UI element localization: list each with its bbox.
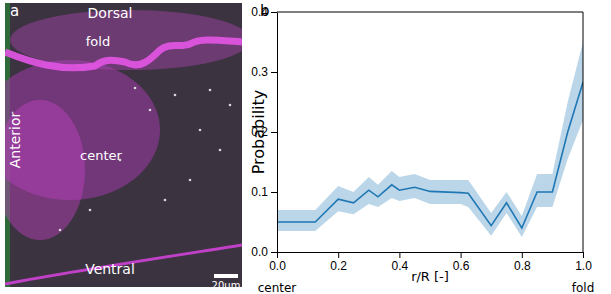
x-tick: 1.0 <box>575 252 592 273</box>
y-axis-title: Probability <box>249 90 268 175</box>
speckle <box>199 129 202 132</box>
speckle <box>189 179 192 182</box>
x-tick-mark <box>338 252 339 258</box>
annotation: center <box>80 148 122 163</box>
x-tick-mark <box>399 252 400 258</box>
image-content <box>5 3 242 287</box>
y-tick: 0.0 <box>251 245 277 259</box>
speckle <box>219 149 222 152</box>
annotation: fold <box>86 34 110 49</box>
y-tick: 0.1 <box>251 185 277 199</box>
plot-panel: 0.00.20.40.60.81.00.00.10.20.30.4br/R [-… <box>249 2 594 294</box>
right-spine <box>583 12 584 252</box>
y-tick: 0.3 <box>251 65 277 79</box>
speckle <box>164 199 167 202</box>
speckle <box>89 209 92 212</box>
annotation: 20µm <box>212 280 241 291</box>
image-panel: a Dorsal fold center Anterior Ventral 20µm <box>0 2 250 291</box>
panel-label: b <box>260 2 270 20</box>
annotation: Anterior <box>7 112 23 169</box>
speckle <box>229 104 232 107</box>
y-tick-mark <box>271 192 277 193</box>
x-tick: 0.2 <box>330 252 347 273</box>
x-tick-label: 0.4 <box>392 259 409 273</box>
y-tick-label: 0.0 <box>251 245 268 259</box>
speckle <box>209 89 212 92</box>
annotation: Ventral <box>85 261 135 277</box>
x-axis-title: r/R [-] <box>411 269 449 284</box>
y-axis-line <box>277 13 278 253</box>
x-tick: 0.0 <box>269 252 286 273</box>
x-tick-mark <box>583 252 584 258</box>
y-tick-mark <box>271 132 277 133</box>
x-tick-mark <box>461 252 462 258</box>
error-band <box>277 42 583 237</box>
speckle <box>174 94 177 97</box>
annotation: center <box>258 281 297 294</box>
speckle <box>59 229 62 232</box>
x-tick-label: 0.8 <box>514 259 531 273</box>
y-tick-label: 0.1 <box>251 185 268 199</box>
x-tick-label: 0.0 <box>269 259 286 273</box>
x-tick-label: 0.2 <box>330 259 347 273</box>
scale-bar <box>214 274 238 278</box>
y-tick-mark <box>271 12 277 13</box>
fold-band <box>5 40 242 68</box>
speckle <box>134 87 137 90</box>
data-line <box>277 82 583 228</box>
x-tick-label: 0.6 <box>453 259 470 273</box>
figure: aDorsalfoldcenterAnteriorVentral20µm0.00… <box>0 0 611 294</box>
x-tick: 0.8 <box>514 252 531 273</box>
x-axis-line <box>278 252 584 253</box>
panel-label: a <box>10 2 19 20</box>
tissue-glow <box>5 100 85 240</box>
marks <box>277 42 583 237</box>
y-tick-label: 0.3 <box>251 65 268 79</box>
x-tick-mark <box>277 252 278 258</box>
y-tick-mark <box>271 72 277 73</box>
ventral-line <box>5 245 242 284</box>
speckle <box>149 109 152 112</box>
x-tick: 0.4 <box>392 252 409 273</box>
x-tick: 0.6 <box>453 252 470 273</box>
top-spine <box>277 12 583 13</box>
annotation: fold <box>572 281 595 294</box>
y-tick-mark <box>271 252 277 253</box>
x-tick-mark <box>522 252 523 258</box>
x-tick-label: 1.0 <box>575 259 592 273</box>
annotation: Dorsal <box>88 5 133 21</box>
